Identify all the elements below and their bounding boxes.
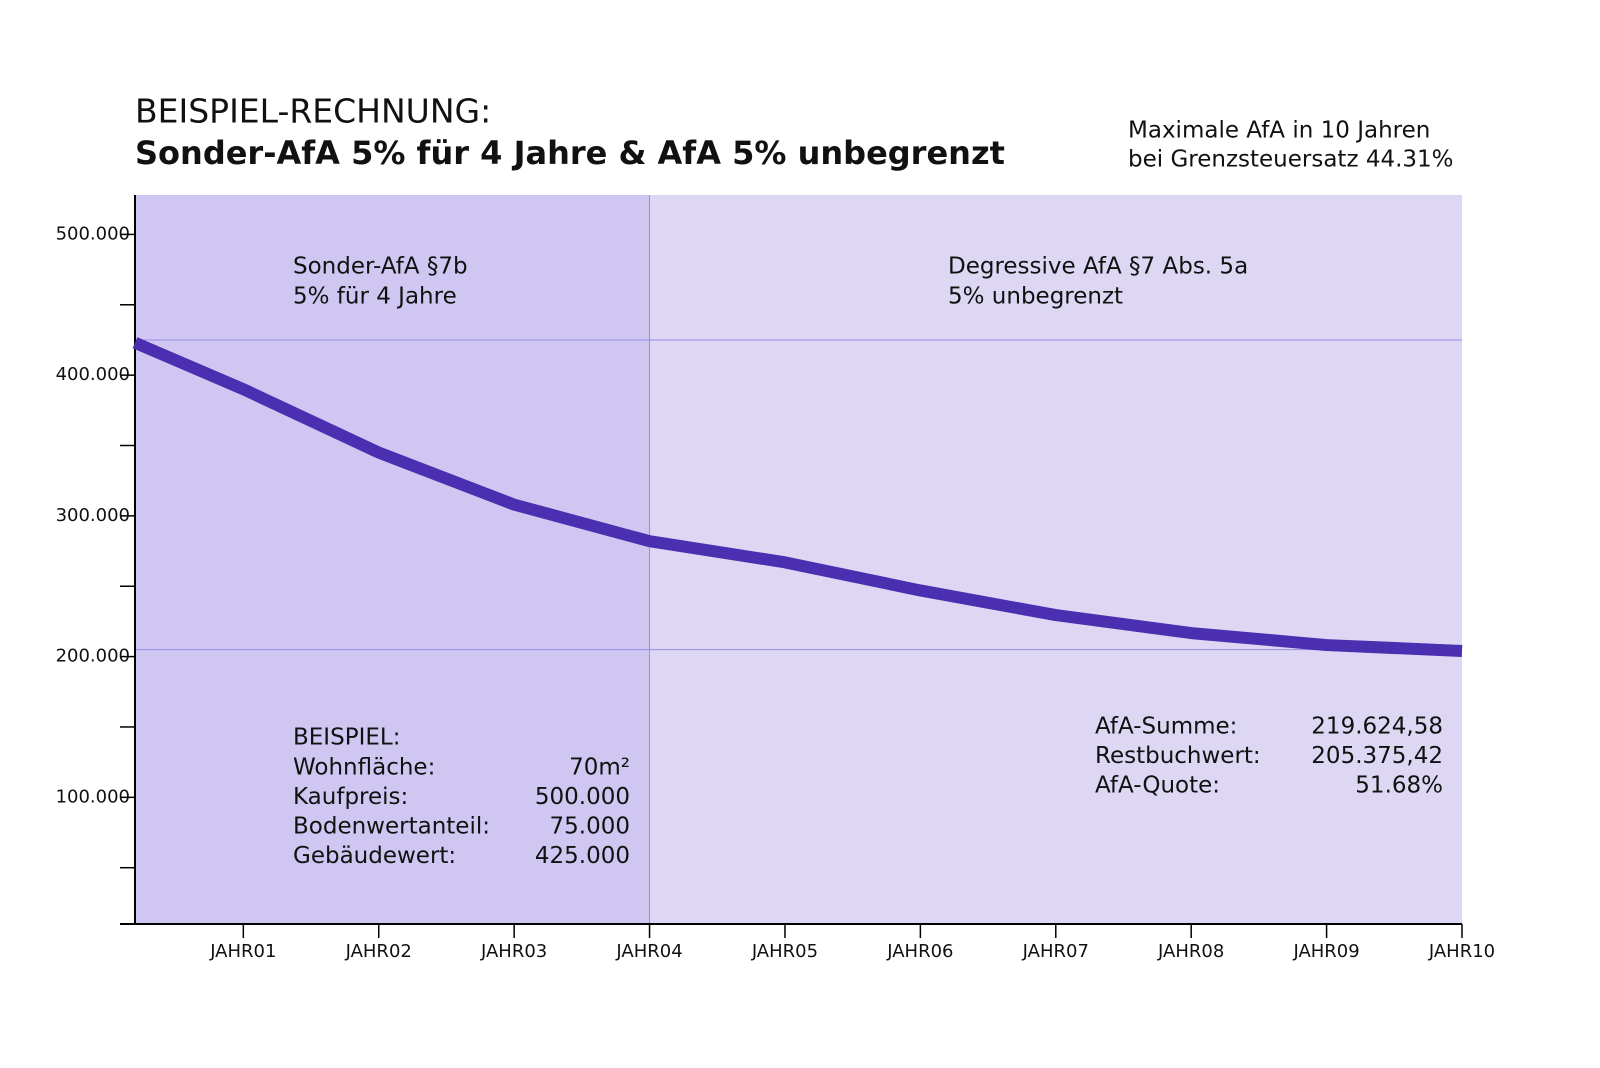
x-tick-label: JAHR10 — [1428, 941, 1495, 962]
x-tick-label: JAHR08 — [1157, 941, 1224, 962]
example-title: BEISPIEL: — [293, 725, 400, 751]
x-tick-label: JAHR09 — [1292, 941, 1359, 962]
example-value: 75.000 — [550, 814, 630, 840]
summary-label: AfA-Summe: — [1095, 714, 1237, 740]
note: Maximale AfA in 10 Jahren — [1128, 118, 1430, 144]
y-tick-label: 400.000 — [56, 364, 130, 385]
chart-title: BEISPIEL-RECHNUNG: — [135, 92, 491, 131]
example-value: 500.000 — [535, 784, 630, 810]
summary-label: Restbuchwert: — [1095, 743, 1261, 769]
x-tick-label: JAHR07 — [1022, 941, 1089, 962]
region-label: 5% für 4 Jahre — [293, 284, 457, 310]
x-tick-label: JAHR04 — [615, 941, 682, 962]
region-label: Degressive AfA §7 Abs. 5a — [948, 254, 1248, 280]
summary-value: 219.624,58 — [1311, 714, 1443, 740]
example-label: Kaufpreis: — [293, 784, 408, 810]
x-tick-label: JAHR02 — [345, 941, 412, 962]
example-value: 70m² — [569, 755, 630, 781]
example-value: 425.000 — [535, 843, 630, 869]
region-label: 5% unbegrenzt — [948, 284, 1123, 310]
example-label: Wohnfläche: — [293, 755, 435, 781]
y-tick-label: 100.000 — [56, 786, 130, 807]
x-tick-label: JAHR03 — [480, 941, 547, 962]
example-label: Bodenwertanteil: — [293, 814, 490, 840]
y-tick-label: 200.000 — [56, 646, 130, 667]
chart-subtitle: Sonder-AfA 5% für 4 Jahre & AfA 5% unbeg… — [135, 134, 1005, 172]
region-label: Sonder-AfA §7b — [293, 254, 468, 280]
line-series — [132, 337, 1463, 657]
summary-label: AfA-Quote: — [1095, 773, 1220, 799]
y-tick-label: 500.000 — [56, 223, 130, 244]
x-tick-label: JAHR05 — [751, 941, 818, 962]
summary-value: 205.375,42 — [1311, 743, 1443, 769]
example-label: Gebäudewert: — [293, 843, 456, 869]
region — [135, 195, 650, 924]
note: bei Grenzsteuersatz 44.31% — [1128, 147, 1454, 173]
summary-value: 51.68% — [1355, 773, 1443, 799]
x-tick-label: JAHR06 — [886, 941, 953, 962]
y-tick-label: 300.000 — [56, 505, 130, 526]
x-tick-label: JAHR01 — [209, 941, 276, 962]
